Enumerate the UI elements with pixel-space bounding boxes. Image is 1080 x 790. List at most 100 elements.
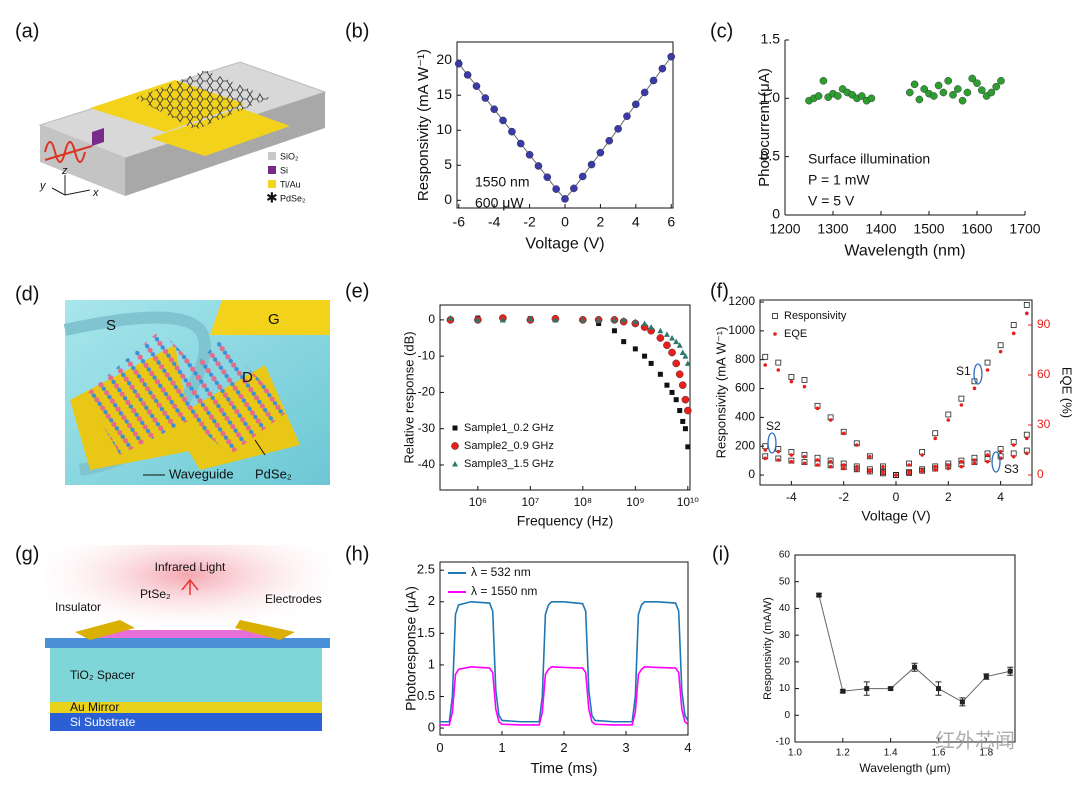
legend-swatch xyxy=(268,166,276,174)
y-tick-label: 20 xyxy=(436,51,452,67)
x-tick-label: 10⁷ xyxy=(521,495,539,509)
marker xyxy=(920,85,929,93)
marker xyxy=(972,461,977,466)
marker xyxy=(973,79,981,87)
marker xyxy=(669,389,675,395)
marker xyxy=(587,160,596,169)
marker xyxy=(649,76,658,85)
label: G xyxy=(268,311,280,328)
series-line xyxy=(440,600,689,723)
y-tick-label: -30 xyxy=(418,421,436,435)
x-tick-label: 1600 xyxy=(961,220,992,236)
y-tick-label: 1 xyxy=(428,656,435,671)
light-arrow xyxy=(44,145,93,161)
legend-label: λ = 1550 nm xyxy=(471,584,537,598)
marker xyxy=(819,77,828,85)
label: D xyxy=(242,369,253,386)
marker xyxy=(570,184,578,193)
marker xyxy=(802,454,807,459)
marker xyxy=(907,463,911,467)
marker xyxy=(998,349,1003,354)
y-axis-label: Responsivity (mA W⁻¹) xyxy=(415,49,432,201)
legend-label: Sample1_0.2 GHz xyxy=(464,422,554,434)
marker xyxy=(972,386,977,391)
marker xyxy=(451,442,459,450)
marker xyxy=(992,82,1001,91)
watermark: 红外芯闻 xyxy=(935,729,1015,752)
marker xyxy=(946,463,951,467)
marker xyxy=(463,71,472,79)
marker xyxy=(841,431,846,436)
y-tick-label: 0 xyxy=(772,206,780,222)
label: PtSe₂ xyxy=(140,587,171,601)
marker xyxy=(997,77,1005,85)
marker xyxy=(854,464,859,469)
marker xyxy=(472,82,481,90)
y-tick-label: 10 xyxy=(436,121,452,137)
marker xyxy=(912,664,918,670)
panel-label: (a) xyxy=(15,20,39,42)
panel-label: (b) xyxy=(345,20,369,42)
marker xyxy=(452,461,458,467)
x-tick-label: 2 xyxy=(597,213,605,229)
y-axis-label: Relative response (dB) xyxy=(401,331,416,463)
marker xyxy=(657,327,664,334)
marker xyxy=(801,376,808,383)
marker xyxy=(984,359,991,366)
marker xyxy=(945,411,952,418)
y-axis-label: Photoresponse (μA) xyxy=(403,586,419,711)
panel-label: (e) xyxy=(345,280,369,302)
x-axis-label: Voltage (V) xyxy=(525,235,604,252)
marker xyxy=(868,454,872,459)
marker xyxy=(915,95,924,104)
marker xyxy=(933,436,938,441)
x-tick-label: 4 xyxy=(997,490,1004,504)
marker xyxy=(959,464,964,469)
marker xyxy=(656,334,665,342)
y-tick-label: 400 xyxy=(735,410,755,424)
marker xyxy=(534,162,543,170)
marker xyxy=(985,453,990,457)
plot-frame xyxy=(439,304,691,491)
marker xyxy=(684,406,692,415)
marker xyxy=(906,88,914,97)
panel-label: (d) xyxy=(15,283,39,305)
marker xyxy=(772,313,778,319)
series-line xyxy=(818,594,1011,703)
legend-swatch xyxy=(268,152,276,160)
marker xyxy=(682,353,689,359)
si-substrate xyxy=(50,713,322,731)
marker xyxy=(669,335,676,341)
marker xyxy=(663,331,670,337)
marker xyxy=(802,461,807,466)
marker xyxy=(664,382,670,388)
marker xyxy=(527,315,534,322)
y-tick-label: 10 xyxy=(779,683,791,694)
marker xyxy=(802,384,807,389)
pdse2-molecules xyxy=(85,330,290,455)
y-tick-label: -20 xyxy=(418,385,436,399)
marker xyxy=(672,359,680,368)
marker xyxy=(623,112,631,121)
marker xyxy=(525,150,534,159)
marker xyxy=(987,88,996,97)
plot-frame xyxy=(794,554,1016,743)
x-axis-label: Frequency (Hz) xyxy=(517,512,613,528)
marker xyxy=(776,449,781,454)
marker xyxy=(968,74,977,83)
y-tick-label: 0 xyxy=(444,191,452,207)
marker xyxy=(595,316,602,323)
label: Insulator xyxy=(55,600,101,614)
marker xyxy=(776,368,781,372)
label: TiO₂ Spacer xyxy=(70,668,135,682)
marker xyxy=(998,449,1003,454)
marker xyxy=(641,320,648,326)
y-tick-label: 1.0 xyxy=(761,89,781,105)
y-tick-label: 30 xyxy=(779,630,791,641)
legend-label: λ = 532 nm xyxy=(471,565,531,579)
marker xyxy=(632,100,640,109)
marker xyxy=(481,94,490,102)
label: Si Substrate xyxy=(70,715,136,729)
marker xyxy=(888,686,894,692)
marker xyxy=(828,464,833,469)
